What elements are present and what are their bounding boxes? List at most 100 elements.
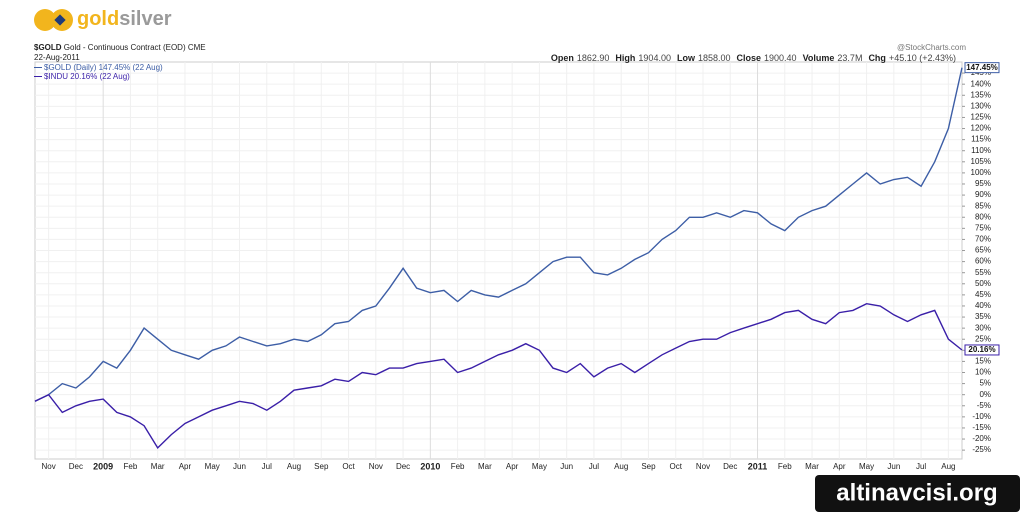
plot-area	[34, 61, 963, 460]
y-tick-label: -25%	[972, 445, 991, 454]
stat-value: 1900.40	[764, 53, 797, 63]
x-tick-label: Apr	[833, 462, 846, 471]
stats: Open 1862.90 High 1904.00 Low 1858.00 Close 190…	[551, 53, 962, 63]
y-tick-label: 45%	[975, 290, 991, 299]
y-tick-label: 15%	[975, 357, 991, 366]
logo-icon	[54, 14, 66, 26]
y-tick-label: -20%	[972, 434, 991, 443]
stat-name: Close	[736, 53, 762, 63]
last-value-box	[964, 62, 1000, 74]
x-tick-label: 2010	[420, 461, 440, 471]
stat-value: 23.7M	[837, 53, 863, 63]
y-tick-label: -5%	[977, 401, 991, 410]
x-tick-label: 2011	[748, 461, 768, 471]
x-tick-label: Jun	[887, 462, 900, 471]
x-tick-label: Jul	[589, 462, 599, 471]
y-tick-label: 100%	[971, 168, 991, 177]
y-tick-label: 65%	[975, 246, 991, 255]
x-tick-label: Mar	[151, 462, 165, 471]
legend-label: $INDU 20.16% (22 Aug)	[44, 72, 130, 81]
y-tick-label: 110%	[971, 146, 991, 155]
y-tick-label: 30%	[975, 323, 991, 332]
legend: $GOLD (Daily) 147.45% (22 Aug) $INDU 20.1…	[34, 63, 163, 81]
y-tick-label: 50%	[975, 279, 991, 288]
x-tick-label: Sep	[641, 462, 656, 471]
last-value-label: 20.16%	[968, 345, 995, 354]
logo-icon	[34, 9, 56, 31]
x-tick-label: Feb	[778, 462, 792, 471]
legend-label: $GOLD (Daily) 147.45% (22 Aug)	[44, 63, 163, 72]
y-tick-label: 85%	[975, 201, 991, 210]
stat-name: Low	[676, 53, 695, 63]
symbol-line: $GOLD Gold - Continuous Contract (EOD) C…	[34, 43, 206, 52]
y-tick-label: 120%	[971, 124, 991, 133]
y-tick-label: 25%	[975, 334, 991, 343]
x-tick-label: Dec	[723, 462, 737, 471]
x-tick-label: May	[859, 462, 874, 471]
x-tick-label: Apr	[179, 462, 192, 471]
x-tick-label: Feb	[124, 462, 138, 471]
x-tick-label: Nov	[696, 462, 710, 471]
legend-swatch	[34, 76, 42, 77]
logo-text: goldsilver	[77, 8, 172, 30]
y-tick-label: 70%	[975, 235, 991, 244]
x-tick-label: Nov	[369, 462, 383, 471]
date: 22-Aug-2011	[34, 53, 80, 62]
x-tick-label: Jun	[233, 462, 246, 471]
stat-value: 1862.90	[576, 53, 610, 63]
x-tick-label: Jul	[262, 462, 272, 471]
logo-gold: gold	[77, 8, 119, 30]
y-tick-label: 140%	[971, 79, 991, 88]
x-tick-label: 2009	[93, 461, 113, 471]
stat-value: 1858.00	[697, 53, 731, 63]
stat-name: Open	[550, 53, 574, 63]
x-tick-label: Mar	[805, 462, 819, 471]
series-line	[34, 302, 963, 450]
y-tick-label: 105%	[971, 157, 991, 166]
y-tick-label: 75%	[975, 223, 991, 232]
stat-name: Chg	[868, 53, 886, 63]
legend-item: $INDU 20.16% (22 Aug)	[34, 72, 163, 81]
watermark: altinavcisi.org	[836, 479, 997, 506]
x-tick-label: Apr	[506, 462, 519, 471]
x-tick-label: May	[205, 462, 220, 471]
y-tick-label: 80%	[975, 212, 991, 221]
y-tick-label: 125%	[971, 113, 991, 122]
logo-silver: silver	[119, 8, 171, 30]
stat-name: High	[615, 53, 636, 63]
x-tick-label: Oct	[669, 462, 682, 471]
y-tick-label: 55%	[975, 268, 991, 277]
x-tick-label: Mar	[478, 462, 492, 471]
y-tick-label: 115%	[971, 135, 991, 144]
last-value-box	[964, 344, 1000, 356]
y-tick-label: 40%	[975, 301, 991, 310]
x-tick-label: Aug	[941, 462, 955, 471]
last-value-label: 147.45%	[966, 63, 998, 72]
y-tick-label: 0%	[979, 390, 991, 399]
y-tick-label: 35%	[975, 312, 991, 321]
legend-swatch	[34, 67, 42, 68]
x-tick-label: May	[532, 462, 547, 471]
x-tick-label: Aug	[614, 462, 628, 471]
legend-item: $GOLD (Daily) 147.45% (22 Aug)	[34, 63, 163, 72]
source: @StockCharts.com	[896, 43, 966, 52]
symbol: $GOLD	[34, 43, 62, 52]
x-tick-label: Aug	[287, 462, 301, 471]
y-tick-label: -10%	[972, 412, 991, 421]
x-tick-label: Feb	[451, 462, 465, 471]
y-tick-label: 10%	[975, 368, 991, 377]
y-tick-label: 95%	[975, 179, 991, 188]
watermark-box	[815, 475, 1020, 512]
stat-value: +45.10 (+2.43%)	[888, 53, 956, 63]
y-tick-label: 90%	[975, 190, 991, 199]
x-tick-label: Jul	[916, 462, 926, 471]
x-tick-label: Nov	[42, 462, 56, 471]
x-tick-label: Sep	[314, 462, 329, 471]
y-tick-label: -15%	[972, 423, 991, 432]
series-line	[34, 67, 963, 402]
y-tick-label: 60%	[975, 257, 991, 266]
stat-name: Volume	[802, 53, 835, 63]
x-tick-label: Dec	[396, 462, 410, 471]
